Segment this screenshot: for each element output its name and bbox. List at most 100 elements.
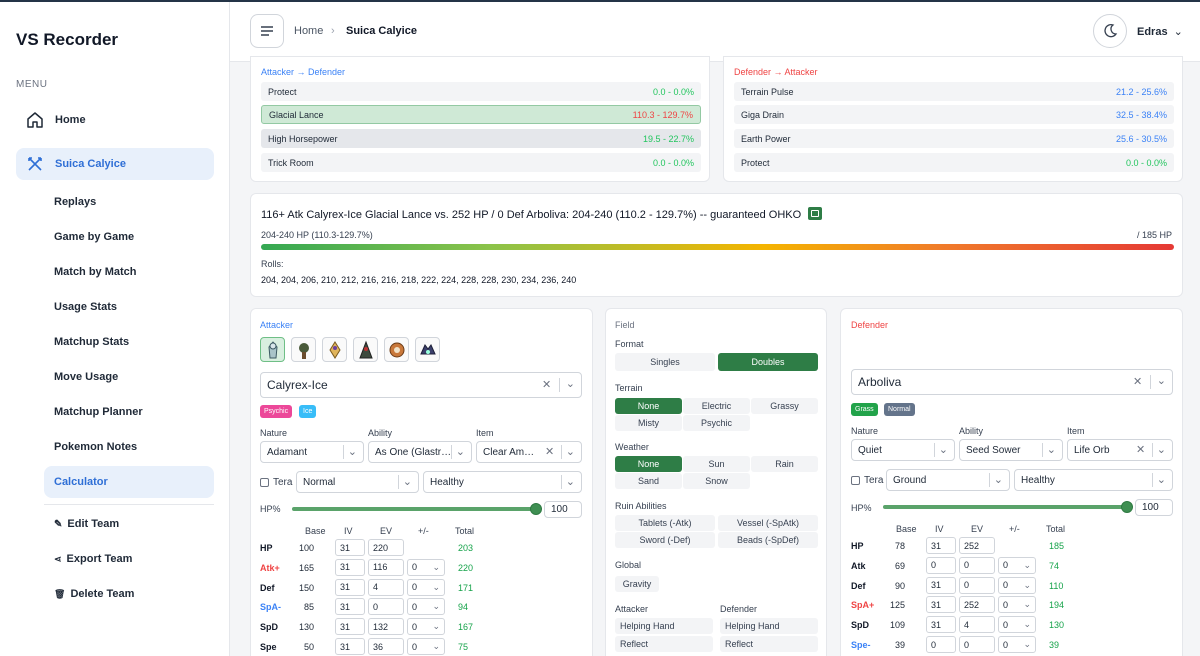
sidebar-item-game-by-game[interactable]: Game by Game [44, 221, 214, 253]
weather-snow-button[interactable]: Snow [683, 473, 750, 489]
user-menu[interactable]: Edras ⌄ [1137, 25, 1183, 38]
nature-mod-select[interactable]: 0 ⌄ [998, 636, 1036, 653]
nature-mod-select[interactable]: 0 ⌄ [998, 596, 1036, 614]
defender-tera-select[interactable]: Ground ⌄ [886, 469, 1010, 491]
sidebar-item-match-by-match[interactable]: Match by Match [44, 256, 214, 288]
defender-move-row[interactable]: Terrain Pulse 21.2 - 25.6% [734, 82, 1174, 101]
sidebar-item-calculator[interactable]: Calculator [44, 466, 214, 498]
nature-mod-select[interactable]: 0 ⌄ [998, 616, 1036, 634]
attacker-reflect-button[interactable]: Reflect [615, 636, 713, 652]
terrain-grassy-button[interactable]: Grassy [751, 398, 818, 414]
copy-icon[interactable] [808, 207, 823, 220]
breadcrumb-home[interactable]: Home [294, 25, 324, 37]
nature-mod-select[interactable]: 0 ⌄ [998, 576, 1036, 594]
iv-input[interactable]: 31 [926, 537, 956, 554]
nature-mod-select[interactable]: 0 ⌄ [407, 558, 445, 576]
format-singles-button[interactable]: Singles [615, 353, 715, 371]
iv-input[interactable]: 31 [926, 616, 956, 634]
attacker-helping-hand-button[interactable]: Helping Hand [615, 618, 713, 634]
gravity-button[interactable]: Gravity [615, 576, 659, 592]
iv-input[interactable]: 31 [335, 598, 365, 616]
attacker-nature-select[interactable]: Adamant ⌄ [260, 441, 364, 463]
sidebar-item-matchup-planner[interactable]: Matchup Planner [44, 396, 214, 428]
iv-input[interactable]: 31 [335, 558, 365, 576]
defender-reflect-button[interactable]: Reflect [720, 636, 818, 652]
attacker-move-row[interactable]: Protect 0.0 - 0.0% [261, 82, 701, 101]
sidebar-item-pokemon-notes[interactable]: Pokemon Notes [44, 431, 214, 463]
weather-none-button[interactable]: None [615, 456, 682, 472]
defender-ability-select[interactable]: Seed Sower ⌄ [959, 439, 1063, 461]
iv-input[interactable]: 31 [335, 618, 365, 636]
theme-toggle-button[interactable] [1093, 14, 1127, 48]
export-team-button[interactable]: ⋖ Export Team [44, 543, 214, 575]
defender-status-select[interactable]: Healthy ⌄ [1014, 469, 1173, 491]
attacker-item-select[interactable]: Clear Am… ✕ ⌄ [476, 441, 582, 463]
nature-mod-select[interactable]: 0 ⌄ [407, 638, 445, 655]
defender-hp-slider-handle[interactable] [1121, 501, 1133, 513]
iv-input[interactable]: 31 [926, 576, 956, 594]
sidebar-item-team[interactable]: Suica Calyice [16, 148, 214, 180]
weather-sand-button[interactable]: Sand [615, 473, 682, 489]
terrain-electric-button[interactable]: Electric [683, 398, 750, 414]
nature-mod-select[interactable]: 0 ⌄ [998, 556, 1036, 574]
clear-icon[interactable]: ✕ [1133, 376, 1143, 388]
iv-input[interactable]: 0 [926, 556, 956, 574]
ruin-beads-button[interactable]: Beads (-SpDef) [718, 532, 818, 548]
attacker-tera-select[interactable]: Normal ⌄ [296, 471, 419, 493]
team-sprite-calyrex-ice[interactable] [260, 337, 285, 362]
ev-input[interactable]: 4 [368, 578, 404, 596]
defender-move-row[interactable]: Protect 0.0 - 0.0% [734, 153, 1174, 172]
team-sprite-5[interactable] [384, 337, 409, 362]
clear-icon[interactable]: ✕ [545, 446, 555, 458]
iv-input[interactable]: 0 [926, 636, 956, 653]
ruin-tablets-button[interactable]: Tablets (-Atk) [615, 515, 715, 531]
sidebar-item-replays[interactable]: Replays [44, 186, 214, 218]
ev-input[interactable]: 4 [959, 616, 995, 634]
ev-input[interactable]: 0 [959, 636, 995, 653]
ev-input[interactable]: 36 [368, 638, 404, 655]
attacker-move-row-selected[interactable]: Glacial Lance 110.3 - 129.7% [261, 105, 701, 124]
edit-team-button[interactable]: ✎ Edit Team [44, 508, 214, 540]
defender-helping-hand-button[interactable]: Helping Hand [720, 618, 818, 634]
ruin-sword-button[interactable]: Sword (-Def) [615, 532, 715, 548]
sidebar-item-home[interactable]: Home [16, 104, 214, 136]
attacker-hp-slider-handle[interactable] [530, 503, 542, 515]
clear-icon[interactable]: ✕ [542, 379, 552, 391]
ev-input[interactable]: 0 [959, 576, 995, 594]
attacker-status-select[interactable]: Healthy ⌄ [423, 471, 582, 493]
format-doubles-button[interactable]: Doubles [718, 353, 818, 371]
defender-item-select[interactable]: Life Orb ✕ ⌄ [1067, 439, 1173, 461]
ruin-vessel-button[interactable]: Vessel (-SpAtk) [718, 515, 818, 531]
defender-nature-select[interactable]: Quiet ⌄ [851, 439, 955, 461]
ev-input[interactable]: 116 [368, 558, 404, 576]
attacker-pokemon-select[interactable]: Calyrex-Ice ✕ ⌄ [260, 372, 582, 398]
ev-input[interactable]: 0 [368, 598, 404, 616]
defender-move-row[interactable]: Giga Drain 32.5 - 38.4% [734, 105, 1174, 124]
iv-input[interactable]: 31 [335, 539, 365, 556]
ev-input[interactable]: 132 [368, 618, 404, 636]
defender-hp-input[interactable]: 100 [1135, 499, 1173, 516]
iv-input[interactable]: 31 [926, 596, 956, 614]
team-sprite-2[interactable] [291, 337, 316, 362]
ev-input[interactable]: 0 [959, 556, 995, 574]
attacker-move-row[interactable]: High Horsepower 19.5 - 22.7% [261, 129, 701, 148]
attacker-hp-slider[interactable] [292, 507, 536, 511]
sidebar-item-move-usage[interactable]: Move Usage [44, 361, 214, 393]
clear-icon[interactable]: ✕ [1136, 444, 1146, 456]
defender-hp-slider[interactable] [883, 505, 1127, 509]
defender-move-row[interactable]: Earth Power 25.6 - 30.5% [734, 129, 1174, 148]
chevron-down-icon[interactable]: ⌄ [565, 378, 575, 390]
weather-rain-button[interactable]: Rain [751, 456, 818, 472]
iv-input[interactable]: 31 [335, 578, 365, 596]
delete-team-button[interactable]: 🗑 Delete Team [44, 578, 214, 610]
team-sprite-6[interactable] [415, 337, 440, 362]
ev-input[interactable]: 220 [368, 539, 404, 556]
tera-checkbox[interactable] [851, 476, 860, 485]
team-sprite-4[interactable] [353, 337, 378, 362]
nature-mod-select[interactable]: 0 ⌄ [407, 618, 445, 636]
sidebar-item-matchup-stats[interactable]: Matchup Stats [44, 326, 214, 358]
ev-input[interactable]: 252 [959, 537, 995, 554]
ev-input[interactable]: 252 [959, 596, 995, 614]
chevron-down-icon[interactable]: ⌄ [1156, 375, 1166, 387]
team-sprite-3[interactable] [322, 337, 347, 362]
